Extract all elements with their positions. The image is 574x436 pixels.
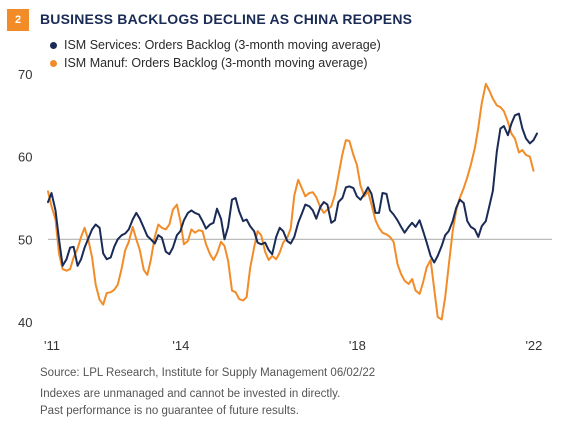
series-lines xyxy=(47,82,538,321)
y-tick-label-60: 60 xyxy=(18,150,32,165)
legend-item-manufacturing: ISM Manuf: Orders Backlog (3-month movin… xyxy=(50,56,368,70)
x-tick-label-0: '11 xyxy=(44,338,60,353)
x-tick-label-3: '22 xyxy=(525,338,542,353)
chart-title: BUSINESS BACKLOGS DECLINE AS CHINA REOPE… xyxy=(40,11,413,27)
figure-number-badge: 2 xyxy=(7,9,29,31)
disclaimer-note-1: Indexes are unmanaged and cannot be inve… xyxy=(40,388,341,400)
source-note: Source: LPL Research, Institute for Supp… xyxy=(40,367,376,379)
legend-label-services: ISM Services: Orders Backlog (3-month mo… xyxy=(64,38,381,52)
x-tick-label-2: '18 xyxy=(349,338,366,353)
y-tick-label-40: 40 xyxy=(18,315,32,330)
series-line-manufacturing xyxy=(47,82,535,321)
disclaimer-note-2: Past performance is no guarantee of futu… xyxy=(40,405,299,417)
legend-item-services: ISM Services: Orders Backlog (3-month mo… xyxy=(50,38,381,52)
axis-labels: 40 50 60 70 '11 '14 '18 '22 xyxy=(18,67,542,353)
x-tick-label-1: '14 xyxy=(172,338,189,353)
legend-marker-services xyxy=(50,41,57,49)
y-tick-label-70: 70 xyxy=(18,67,32,82)
legend-marker-manufacturing xyxy=(50,59,57,67)
y-tick-label-50: 50 xyxy=(18,232,32,247)
legend-label-manufacturing: ISM Manuf: Orders Backlog (3-month movin… xyxy=(64,56,368,70)
series-line-services xyxy=(47,112,538,267)
